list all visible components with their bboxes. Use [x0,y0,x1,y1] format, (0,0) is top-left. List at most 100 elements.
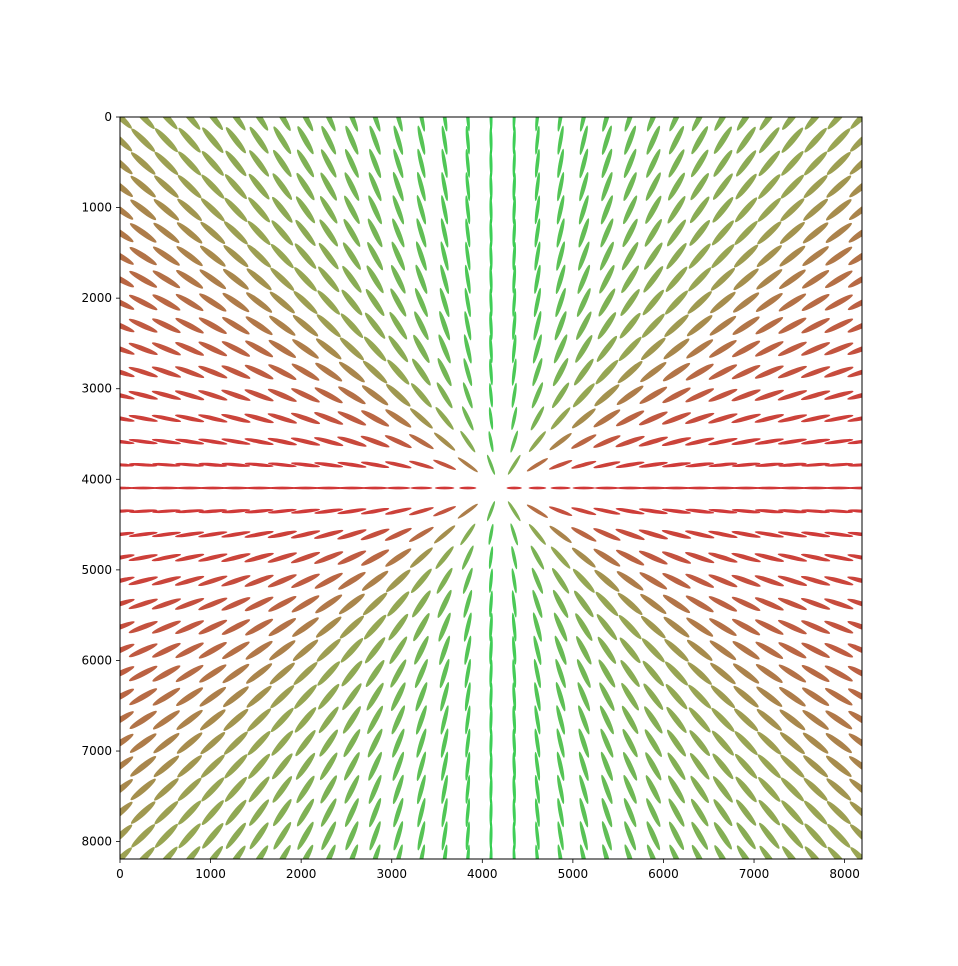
field-glyph [151,576,182,586]
field-glyph [464,287,471,318]
field-glyph [464,658,471,689]
field-glyph [414,288,428,317]
field-glyph [530,406,545,431]
field-glyph [223,731,248,755]
field-glyph [151,342,181,356]
field-glyph [595,359,619,385]
field-glyph [642,289,665,316]
field-glyph [708,413,738,424]
field-glyph [417,774,426,805]
field-glyph [532,612,542,642]
field-glyph [439,310,451,341]
field-glyph [801,642,830,658]
field-glyph [439,658,450,689]
field-glyph [436,382,453,409]
field-glyph [457,457,478,473]
field-glyph [153,222,180,244]
field-glyph [198,619,228,635]
x-tick-label: 1000 [195,867,226,881]
field-glyph [578,241,590,271]
field-glyph [120,598,135,609]
field-glyph [200,731,226,755]
field-glyph [691,126,709,155]
field-glyph [577,682,591,712]
field-glyph [297,844,314,859]
field-glyph [464,311,472,341]
field-glyph [667,196,686,224]
field-glyph [438,612,451,642]
field-glyph [437,589,452,618]
field-glyph [618,614,642,640]
field-glyph [249,126,269,154]
field-glyph [410,486,433,490]
field-glyph [154,823,178,848]
field-glyph [512,265,517,294]
field-glyph [246,292,273,313]
field-glyph [318,706,339,734]
field-glyph [687,291,712,314]
field-glyph [708,486,737,490]
field-glyph [782,117,803,130]
field-glyph [178,127,201,153]
field-glyph [441,821,448,851]
field-glyph [512,752,516,781]
field-glyph [417,171,426,202]
field-glyph [689,730,711,757]
field-glyph [665,684,688,710]
field-glyph [556,195,565,225]
field-glyph [668,172,685,201]
field-glyph [709,618,737,636]
field-glyph [386,486,411,490]
field-glyph [848,199,862,220]
field-glyph [556,705,566,735]
x-tick-label: 6000 [648,867,679,881]
field-glyph [662,486,691,490]
field-glyph [457,503,478,519]
field-glyph [321,844,336,859]
field-glyph [756,269,783,290]
field-glyph [732,292,760,313]
field-glyph [640,362,667,383]
field-glyph [579,148,589,179]
field-glyph [531,567,544,594]
field-glyph [557,125,564,155]
field-glyph [221,531,251,538]
field-glyph [225,822,247,849]
field-glyph [754,414,785,423]
field-glyph [847,531,862,537]
field-glyph [175,486,204,490]
field-glyph [390,264,406,294]
field-glyph [175,620,205,634]
field-glyph [615,508,645,515]
field-glyph [685,412,715,424]
field-glyph [594,486,620,490]
field-glyph [244,530,274,538]
field-glyph [320,149,337,178]
field-glyph [690,173,709,201]
field-glyph [294,707,317,733]
field-glyph [754,531,784,538]
field-glyph [441,195,449,225]
field-glyph [735,173,757,200]
field-glyph [290,530,321,539]
field-glyph [534,774,540,804]
field-glyph [338,386,366,405]
field-glyph [489,358,493,386]
field-glyph [758,174,781,199]
field-glyph [511,382,517,408]
y-tick-label: 3000 [81,382,112,396]
field-glyph [645,752,662,781]
field-glyph [176,246,203,267]
field-glyph [557,117,564,132]
field-glyph [708,437,738,446]
field-glyph [619,312,641,339]
field-glyph [292,639,319,662]
field-glyph [668,125,685,155]
field-glyph [318,242,339,270]
field-glyph [465,821,470,851]
field-glyph [292,339,319,359]
field-glyph [557,821,564,851]
field-glyph [224,754,248,779]
field-glyph [128,509,158,514]
field-glyph [777,414,808,423]
